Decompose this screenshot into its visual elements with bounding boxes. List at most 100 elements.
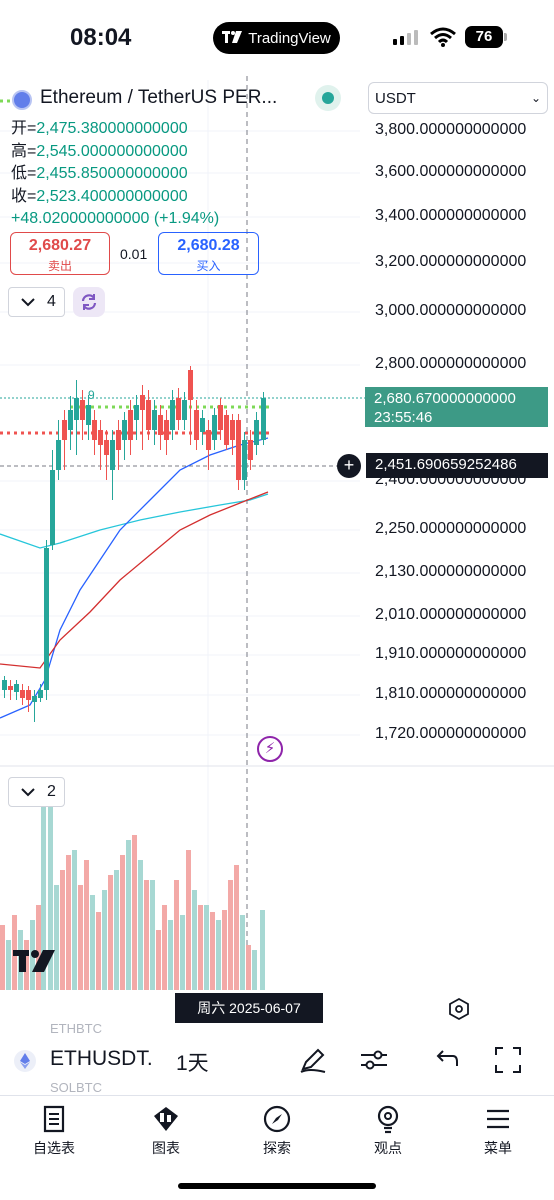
volume-bar (24, 940, 29, 990)
candle-body (92, 420, 97, 440)
volume-bar (72, 850, 77, 990)
sell-button[interactable]: 2,680.27 卖出 (10, 232, 110, 275)
volume-bar (36, 905, 41, 990)
volume-collapse-button[interactable]: 2 (8, 777, 65, 807)
candle-body (254, 420, 259, 445)
nav-menu[interactable]: 菜单 (458, 1104, 538, 1158)
sell-label: 卖出 (47, 259, 72, 273)
add-alert-plus-icon[interactable]: + (337, 454, 361, 478)
market-open-status-icon[interactable] (315, 85, 341, 111)
settings-hexagon-icon[interactable] (447, 997, 471, 1021)
volume-bar (180, 915, 185, 990)
volume-bar (168, 920, 173, 990)
volume-bar (90, 895, 95, 990)
price-axis-label: 1,810.000000000000 (375, 685, 527, 702)
symbol-search-button[interactable]: ETHUSDT. (50, 1047, 153, 1070)
fullscreen-icon[interactable] (492, 1044, 524, 1076)
indicator-settings-icon[interactable] (358, 1044, 390, 1076)
sync-icon[interactable] (73, 287, 105, 317)
currency-select[interactable]: USDT ⌄ (368, 82, 548, 114)
candle-body (86, 405, 91, 425)
nav-explore[interactable]: 探索 (237, 1104, 317, 1158)
candle-body (104, 440, 109, 455)
bar-countdown: 23:55:46 (374, 409, 433, 426)
volume-bar (114, 870, 119, 990)
indicators-collapse-button[interactable]: 4 (8, 287, 65, 317)
candle-body (98, 430, 103, 445)
volume-bar (186, 850, 191, 990)
candle-body (224, 415, 229, 445)
candle-body (140, 395, 145, 410)
candle-body (38, 690, 43, 698)
drawing-pen-icon[interactable] (297, 1044, 329, 1076)
nav-ideas-label: 观点 (374, 1140, 402, 1156)
volume-count: 2 (47, 783, 56, 800)
candle-body (32, 696, 37, 702)
volume-bar (234, 865, 239, 990)
candle-body (200, 418, 205, 432)
tradingview-watermark-icon (13, 950, 55, 972)
candle-body (128, 410, 133, 440)
chevron-down-icon (21, 298, 35, 307)
candle-body (26, 690, 31, 700)
nav-watchlist[interactable]: 自选表 (14, 1104, 94, 1158)
symbol-title[interactable]: Ethereum / TetherUS PER... (40, 87, 278, 108)
buy-button[interactable]: 2,680.28 买入 (158, 232, 259, 275)
volume-bar (41, 800, 46, 990)
nav-ideas[interactable]: 观点 (348, 1104, 428, 1158)
watchlist-icon (43, 1105, 65, 1133)
ethereum-coin-icon (14, 1050, 36, 1072)
candle-body (74, 398, 79, 420)
nav-watchlist-label: 自选表 (33, 1140, 75, 1156)
volume-bar (216, 920, 221, 990)
sequence-marker: 9 (88, 388, 95, 402)
lightning-icon[interactable]: ⚡ (257, 736, 283, 762)
volume-bar (204, 905, 209, 990)
home-indicator (178, 1183, 376, 1189)
volume-bar (120, 855, 125, 990)
volume-bar (156, 930, 161, 990)
high-label: 高= (11, 142, 37, 160)
candle-body (158, 415, 163, 435)
spread-value: 0.01 (120, 246, 148, 262)
candle-body (134, 405, 139, 420)
volume-bar (0, 925, 5, 990)
volume-bar (228, 880, 233, 990)
status-time: 08:04 (70, 24, 132, 51)
volume-bar (246, 945, 251, 990)
chevron-down-icon: ⌄ (530, 91, 541, 105)
candle-body (152, 410, 157, 430)
volume-bar (138, 860, 143, 990)
interval-button[interactable]: 1天 (176, 1052, 209, 1075)
nav-explore-label: 探索 (263, 1140, 291, 1156)
candle-body (242, 440, 247, 480)
low-value: 2,455.850000000000 (36, 165, 188, 182)
price-axis-label: 2,130.000000000000 (375, 563, 527, 580)
chevron-down-icon (21, 788, 35, 797)
nav-menu-label: 菜单 (484, 1140, 512, 1156)
status-bar: 08:04 TradingView 76 (0, 0, 554, 78)
close-label: 收= (11, 187, 37, 205)
buy-label: 买入 (196, 259, 221, 273)
signal-icon (393, 30, 418, 45)
candle-body (56, 440, 61, 470)
candle-body (230, 420, 235, 440)
price-axis-label: 2,800.000000000000 (375, 355, 527, 372)
nav-chart[interactable]: 图表 (126, 1104, 206, 1158)
undo-icon[interactable] (430, 1044, 462, 1076)
candle-body (176, 398, 181, 420)
candle-body (188, 370, 193, 400)
candle-body (44, 548, 49, 690)
volume-bar (162, 905, 167, 990)
crosshair-date-tag: 周六 2025-06-07 (175, 993, 323, 1023)
candle-body (50, 470, 55, 545)
candle-body (62, 420, 67, 440)
volume-bar (260, 910, 265, 990)
tradingview-pill: TradingView (213, 22, 340, 54)
volume-bar (102, 890, 107, 990)
price-axis-label: 3,400.000000000000 (375, 207, 527, 224)
candle-body (146, 400, 151, 430)
bottom-nav: 自选表 图表 探索 观点 菜单 (0, 1095, 554, 1200)
candle-body (206, 430, 211, 450)
battery-indicator: 76 (465, 26, 507, 48)
